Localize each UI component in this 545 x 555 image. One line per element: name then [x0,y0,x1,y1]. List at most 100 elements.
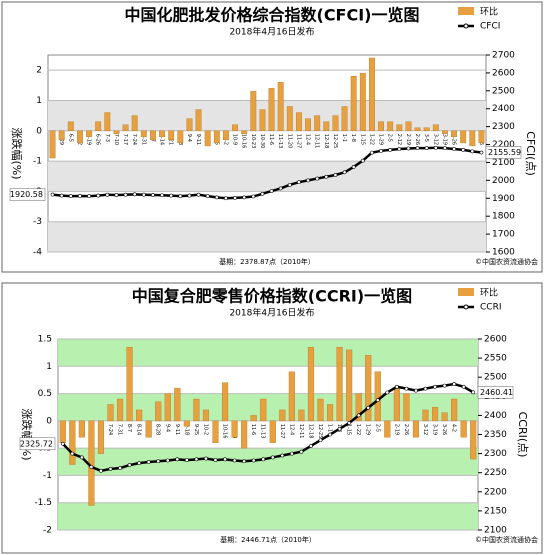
x-tick-label: 7-31 [140,134,146,145]
bar [422,409,429,422]
index-marker [333,173,338,177]
index-marker [205,194,210,199]
index-marker [269,189,274,194]
index-marker [299,449,304,454]
index-marker [232,458,237,463]
bar [69,420,76,465]
index-marker [114,193,119,197]
legend-label: 环比 [480,6,498,18]
index-marker [306,178,310,183]
bar [405,121,412,131]
index-marker [370,150,374,155]
bar [204,130,211,147]
x-tick-label: 2-12 [396,134,402,145]
y-tick-label: 0 [46,416,52,426]
bar [49,130,56,159]
y2-tick-label: 2000 [492,176,515,186]
y2-tick-label: 2150 [484,506,507,516]
x-tick-label: 3-26 [451,134,457,145]
bar [414,127,421,131]
bar [460,420,467,438]
index-marker [278,186,283,191]
legend-bar-swatch [458,7,474,15]
index-marker [60,441,65,446]
bar [374,371,381,422]
index-marker [87,194,91,199]
index-marker [280,453,285,458]
grid-band [58,448,478,476]
bar [78,420,85,438]
bar [341,106,348,131]
index-marker [160,193,164,198]
y-tick-label: -1 [33,157,42,167]
legend-bar-swatch [458,288,474,296]
index-marker [415,146,420,151]
bar [298,409,305,422]
bar [222,130,229,141]
x-tick-label: 12-25 [317,424,323,439]
bar [86,130,92,138]
bar [431,407,439,422]
index-marker [224,196,228,201]
x-tick-label: 11-6 [250,424,256,435]
x-tick-label: 11-27 [295,134,301,149]
y-tick-label: -4 [33,248,42,258]
y-tick-label: 0.5 [38,389,52,399]
index-marker [423,386,428,391]
bar [384,420,391,438]
index-marker [328,432,332,437]
x-tick-label: 1-22 [355,424,361,435]
x-tick-label: 12-11 [298,424,304,439]
bar [168,130,175,141]
y-tick-label: 2 [36,66,42,76]
bar [259,109,266,131]
y-tick-label: 0 [36,126,42,136]
value-label-box [485,146,522,159]
bar [279,409,286,422]
x-tick-label: 11-20 [286,134,292,149]
index-marker [309,444,313,448]
bar [113,130,120,134]
index-marker [351,165,356,169]
index-marker [89,465,94,469]
x-tick-label: 12-18 [307,424,313,439]
index-marker [214,195,219,200]
bar [250,415,257,422]
index-marker [360,158,365,163]
x-tick-label: 7-31 [117,424,123,435]
x-tick-label: 3-12 [422,424,428,435]
chart-title: 中国化肥批发价格综合指数(CFCI)一览图 [125,6,420,25]
y2-axis-title: CCRI(点) [516,412,529,458]
index-marker [297,180,301,185]
index-marker [452,147,456,151]
x-tick-label: 1-8 [350,134,356,142]
index-marker [123,192,128,197]
index-marker [342,170,347,175]
x-tick-label: 1-15 [346,424,352,435]
plot-area [47,54,487,253]
index-marker [50,192,55,197]
index-marker [289,451,294,456]
y2-axis-title: CFCI(点) [524,131,537,176]
bar [323,121,330,131]
bar [177,130,184,144]
bar [140,130,147,138]
bar [164,393,171,422]
index-marker [141,192,146,197]
grid-band [58,339,478,367]
chart-subtitle: 2018年4月16日发布 [229,26,314,38]
bar [314,115,321,131]
bar [369,57,375,131]
bar [326,404,334,422]
bar [317,398,324,422]
y2-tick-label: 2700 [492,51,515,61]
bar [365,355,372,422]
footer-note: 基期：2378.87点（2010年） [219,257,315,266]
x-tick-label: 6-26 [95,134,101,145]
bar [412,420,420,438]
index-marker [233,196,237,200]
x-tick-label: 8-28 [155,424,161,435]
index-marker [242,195,247,200]
y2-tick-label: 2600 [492,68,515,78]
